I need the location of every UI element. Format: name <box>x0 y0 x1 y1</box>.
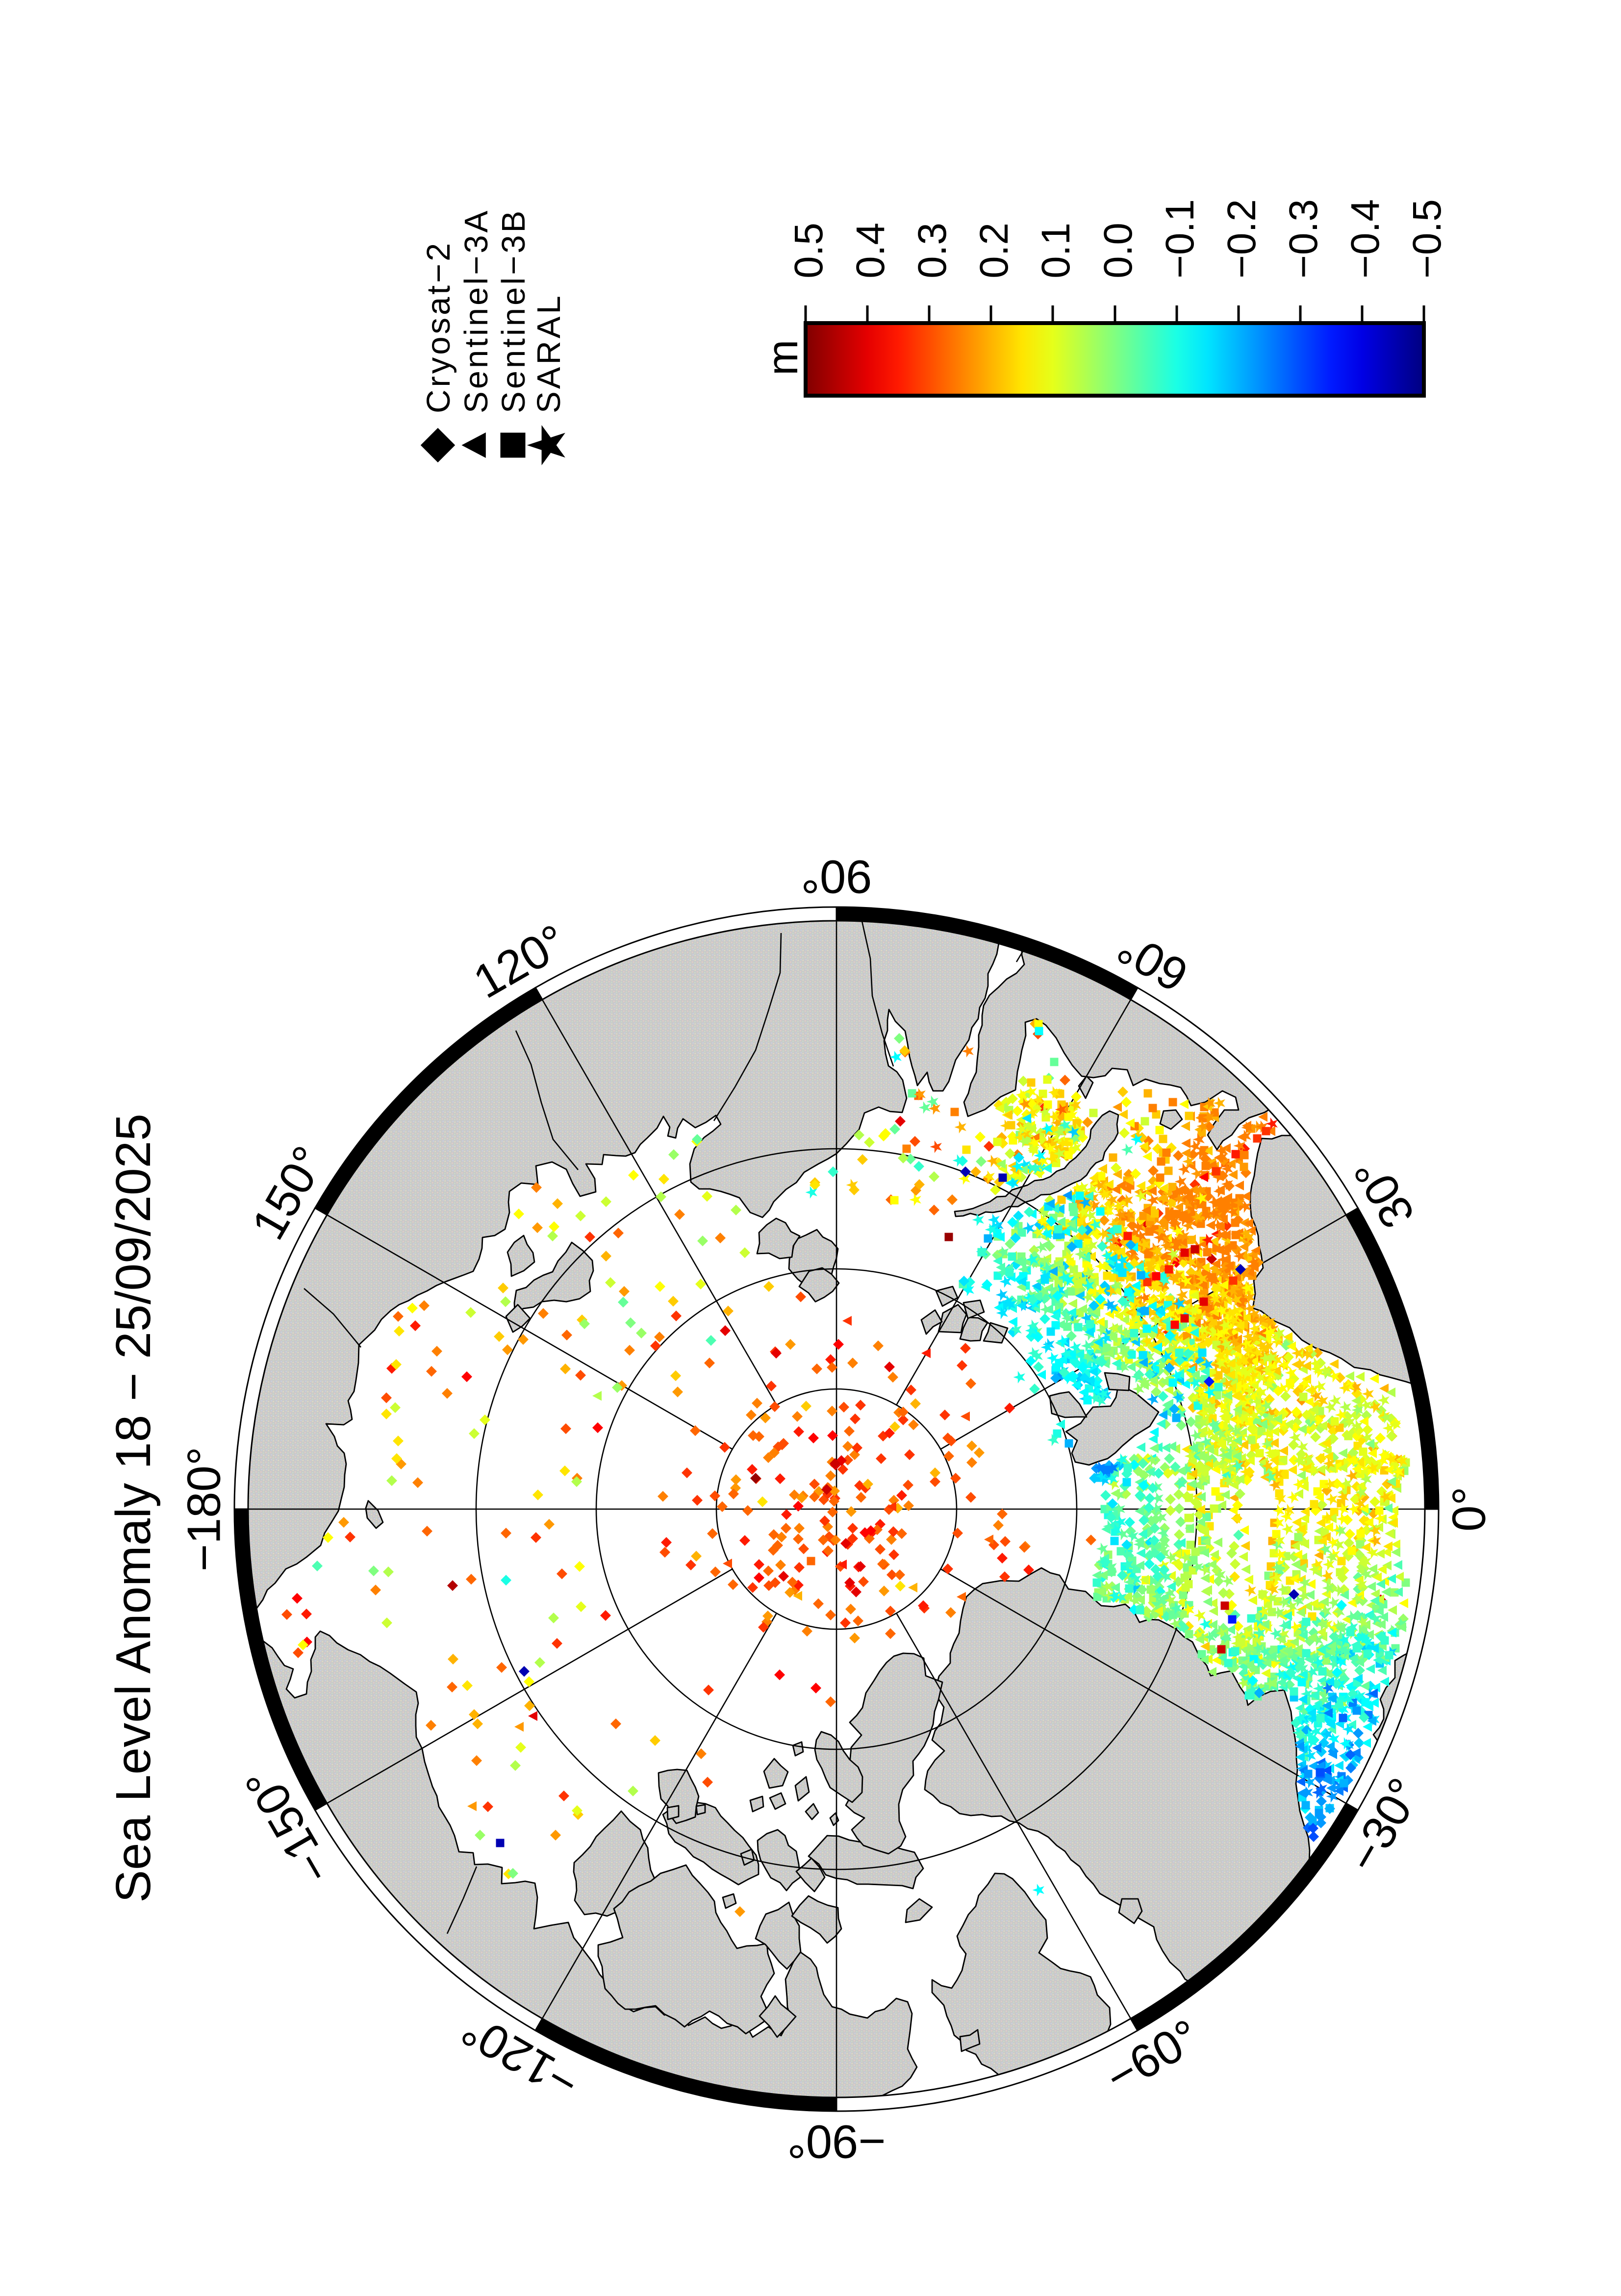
svg-text:SARAL: SARAL <box>531 293 567 413</box>
svg-text:0°: 0° <box>1443 1487 1495 1532</box>
svg-text:90°: 90° <box>801 851 872 903</box>
svg-text:Cryosat−2: Cryosat−2 <box>420 241 457 413</box>
svg-text:−90°: −90° <box>787 2116 886 2168</box>
svg-text:−180°: −180° <box>178 1447 230 1572</box>
svg-text:m: m <box>758 340 807 376</box>
svg-text:−0.4: −0.4 <box>1343 199 1388 278</box>
svg-text:−0.1: −0.1 <box>1158 199 1202 278</box>
svg-text:Sea Level Anomaly 18 − 25/09/2: Sea Level Anomaly 18 − 25/09/2025 <box>106 1113 161 1903</box>
svg-text:0.2: 0.2 <box>972 223 1016 278</box>
svg-text:Sentinel−3A: Sentinel−3A <box>458 208 495 413</box>
svg-text:−0.2: −0.2 <box>1219 199 1264 278</box>
svg-text:0.5: 0.5 <box>786 223 831 278</box>
svg-text:−0.3: −0.3 <box>1281 199 1326 278</box>
svg-text:0.4: 0.4 <box>848 223 893 278</box>
svg-text:Sentinel−3B: Sentinel−3B <box>495 208 532 413</box>
svg-text:−0.5: −0.5 <box>1405 199 1449 278</box>
svg-text:0.3: 0.3 <box>910 223 955 278</box>
svg-text:0.1: 0.1 <box>1034 223 1078 278</box>
svg-text:0.0: 0.0 <box>1096 223 1140 278</box>
